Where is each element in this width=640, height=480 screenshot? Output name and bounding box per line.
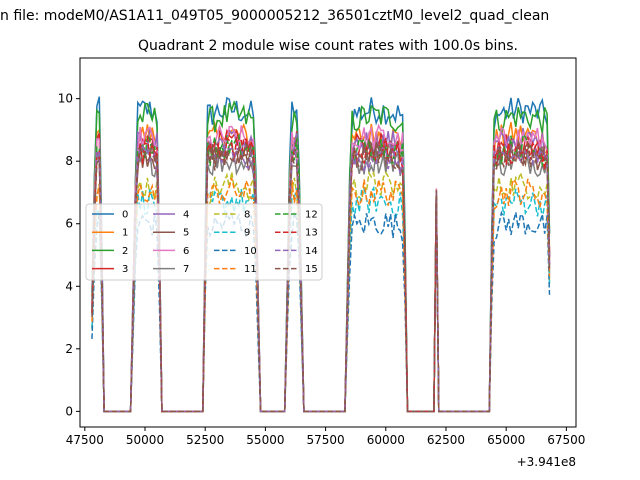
legend-label-3: 3 bbox=[122, 264, 128, 275]
x-tick-label: 52500 bbox=[186, 433, 224, 447]
legend-label-1: 1 bbox=[122, 228, 128, 239]
x-tick-label: 50000 bbox=[126, 433, 164, 447]
series-line-15 bbox=[91, 138, 551, 413]
axes-frame bbox=[79, 57, 577, 428]
y-tick-label: 2 bbox=[65, 342, 73, 356]
x-offset-label: +3.941e8 bbox=[517, 455, 576, 469]
legend-label-8: 8 bbox=[244, 210, 250, 221]
y-tick-label: 10 bbox=[58, 92, 73, 106]
legend-label-11: 11 bbox=[244, 264, 257, 275]
y-tick-label: 0 bbox=[65, 404, 73, 418]
x-tick-label: 65000 bbox=[487, 433, 525, 447]
x-tick-label: 62500 bbox=[427, 433, 465, 447]
x-tick-label: 60000 bbox=[367, 433, 405, 447]
legend-box bbox=[85, 203, 323, 281]
legend-label-2: 2 bbox=[122, 246, 128, 257]
legend-label-9: 9 bbox=[244, 228, 250, 239]
chart-title: Quadrant 2 module wise count rates with … bbox=[138, 38, 518, 54]
x-axis: 47500 50000 52500 55000 57500 60000 62500 65000… bbox=[66, 427, 585, 447]
y-tick-label: 8 bbox=[65, 154, 73, 168]
y-tick-label: 4 bbox=[65, 279, 73, 293]
legend-label-12: 12 bbox=[305, 210, 318, 221]
legend-label-13: 13 bbox=[305, 228, 318, 239]
legend-label-14: 14 bbox=[305, 246, 318, 257]
x-tick-label: 67500 bbox=[547, 433, 585, 447]
y-tick-label: 6 bbox=[65, 217, 73, 231]
y-axis: 0 2 4 6 8 10 bbox=[58, 92, 80, 418]
legend-label-0: 0 bbox=[122, 210, 128, 221]
x-tick-label: 47500 bbox=[66, 433, 104, 447]
plot-area bbox=[91, 96, 551, 413]
legend-label-7: 7 bbox=[183, 264, 189, 275]
legend-label-10: 10 bbox=[244, 246, 257, 257]
figure-suptitle: n file: modeM0/AS1A11_049T05_9000005212_… bbox=[0, 8, 549, 24]
legend-label-4: 4 bbox=[183, 210, 189, 221]
x-tick-label: 57500 bbox=[306, 433, 344, 447]
x-tick-label: 55000 bbox=[246, 433, 284, 447]
legend-label-6: 6 bbox=[183, 246, 189, 257]
legend-label-15: 15 bbox=[305, 264, 318, 275]
legend-label-5: 5 bbox=[183, 228, 189, 239]
